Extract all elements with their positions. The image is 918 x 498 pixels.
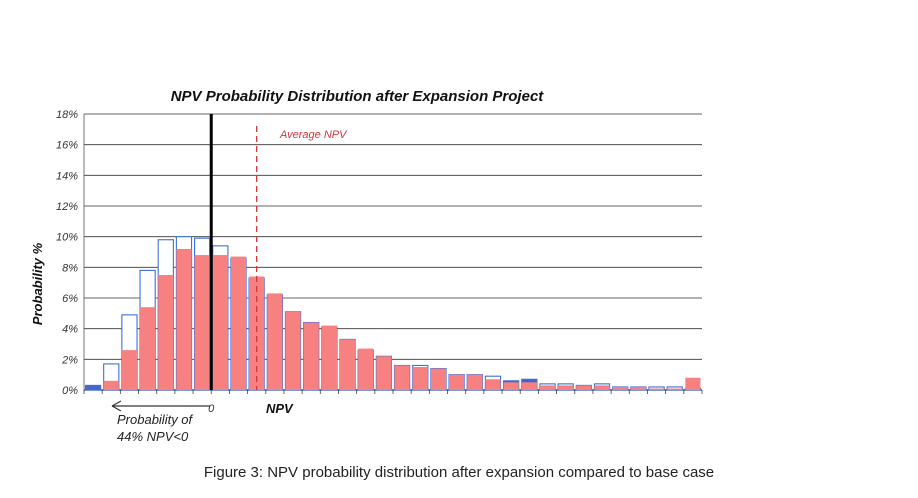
zero-tick-label: 0 bbox=[208, 403, 215, 415]
y-tick-label: 18% bbox=[56, 109, 78, 121]
y-axis-label: Probability % bbox=[30, 242, 45, 325]
expansion-bar bbox=[358, 348, 374, 390]
y-tick-label: 6% bbox=[62, 293, 78, 305]
y-axis-ticks: 0% 2% 4% 6% 8% 10% 12% 14% 16% 18% bbox=[56, 109, 78, 397]
y-tick-label: 0% bbox=[62, 385, 78, 397]
expansion-bar bbox=[630, 386, 646, 390]
average-npv-label: Average NPV bbox=[279, 129, 348, 141]
expansion-bar bbox=[394, 365, 410, 390]
x-axis-title: NPV bbox=[266, 401, 294, 416]
expansion-bar bbox=[430, 368, 447, 390]
expansion-bar bbox=[412, 367, 428, 390]
arrow-head-icon bbox=[111, 400, 122, 412]
expansion-bar bbox=[539, 385, 556, 390]
annotation-line-1: Probability of bbox=[117, 412, 194, 427]
expansion-bar bbox=[376, 356, 392, 390]
expansion-bar bbox=[158, 275, 174, 390]
expansion-bar bbox=[339, 339, 356, 390]
expansion-bar bbox=[485, 379, 501, 390]
expansion-bar bbox=[467, 374, 483, 390]
expansion-bar bbox=[321, 325, 337, 390]
annotation-line-2: 44% NPV<0 bbox=[117, 429, 189, 444]
expansion-bar bbox=[249, 276, 265, 390]
base-case-bar bbox=[84, 384, 102, 391]
reference-lines bbox=[209, 114, 258, 390]
expansion-bar bbox=[503, 382, 519, 390]
expansion-bar bbox=[648, 388, 665, 390]
figure-caption: Figure 3: NPV probability distribution a… bbox=[203, 464, 715, 481]
y-tick-label: 4% bbox=[62, 324, 78, 336]
expansion-bar bbox=[685, 377, 701, 390]
expansion-bar bbox=[521, 382, 537, 390]
expansion-bar bbox=[576, 385, 592, 390]
y-tick-label: 10% bbox=[56, 232, 78, 244]
expansion-bar bbox=[612, 386, 628, 390]
y-tick-label: 8% bbox=[62, 262, 78, 274]
expansion-bar bbox=[267, 293, 283, 390]
y-tick-label: 14% bbox=[56, 170, 78, 182]
y-axis-title: Probability % bbox=[30, 242, 45, 325]
expansion-bar bbox=[140, 307, 156, 390]
expansion-bar bbox=[303, 322, 319, 390]
negative-npv-arrow bbox=[111, 400, 210, 412]
expansion-bar bbox=[103, 380, 119, 390]
y-tick-label: 16% bbox=[56, 140, 78, 152]
y-tick-label: 2% bbox=[61, 354, 78, 366]
y-tick-label: 12% bbox=[56, 201, 78, 213]
expansion-bar bbox=[230, 256, 247, 390]
expansion-bar bbox=[594, 385, 610, 390]
expansion-bar bbox=[212, 255, 228, 390]
expansion-bar bbox=[194, 255, 210, 390]
expansion-bar bbox=[449, 374, 465, 390]
expansion-bar bbox=[558, 385, 574, 390]
expansion-bar bbox=[176, 248, 192, 390]
expansion-bar bbox=[285, 311, 301, 390]
expansion-bar bbox=[667, 388, 683, 390]
chart-title: NPV Probability Distribution after Expan… bbox=[171, 88, 545, 105]
expansion-series bbox=[103, 248, 701, 390]
expansion-bar bbox=[121, 350, 138, 390]
